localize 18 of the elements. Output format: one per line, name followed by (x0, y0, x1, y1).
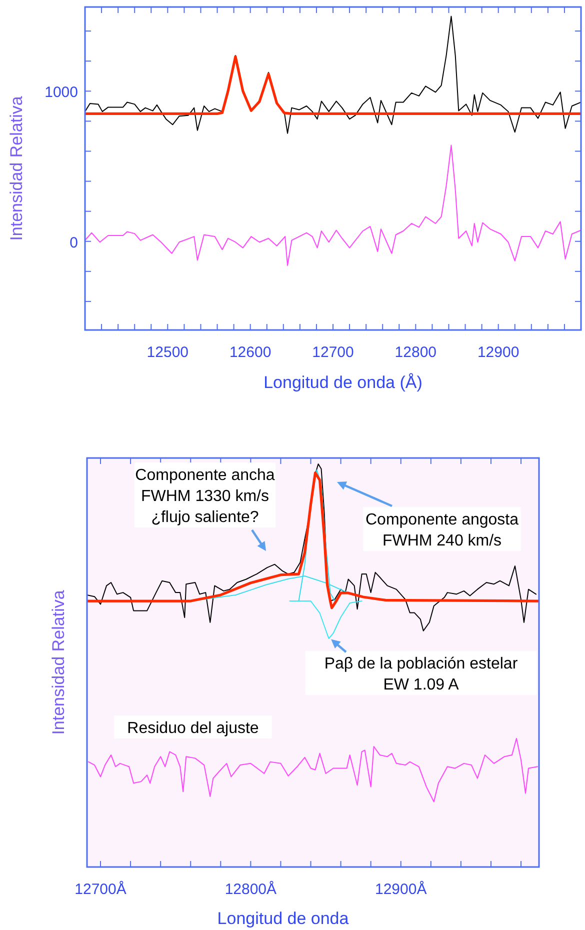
x-tick-label: 12900Å (374, 880, 427, 898)
x-tick-label: 12800 (394, 344, 437, 361)
x-tick-label: 12500 (146, 344, 189, 361)
annotation: Componente ancha FWHM 1330 km/s ¿flujo saliente? (135, 467, 275, 526)
y-tick-label: 1000 (44, 84, 78, 102)
y-tick-label: 0 (70, 234, 78, 252)
x-tick-label: 12700Å (74, 880, 126, 898)
x-tick-label: 12800Å (224, 880, 277, 898)
annotation: Paβ de la población estelar EW 1.09 A (324, 656, 518, 694)
x-tick-label: 12900 (477, 344, 520, 361)
annotation: Residuo del ajuste (127, 720, 259, 737)
y-axis-title: Intensidad Relativa (7, 96, 26, 241)
x-axis-title: Longitud de onda (217, 909, 350, 928)
x-tick-label: 12700 (312, 344, 354, 361)
x-tick-label: 12600 (229, 344, 272, 361)
y-axis-title: Intensidad Relativa (49, 590, 68, 735)
annotation: Componente angosta FWHM 240 km/s (366, 512, 519, 550)
x-axis-title: Longitud de onda (Å) (264, 373, 422, 392)
